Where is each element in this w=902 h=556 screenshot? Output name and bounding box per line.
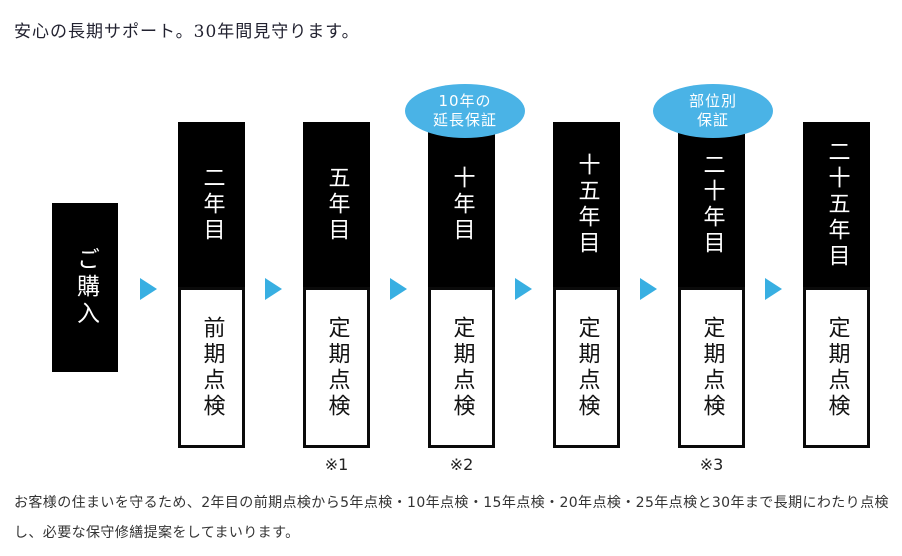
- badge-line: 保証: [696, 111, 729, 129]
- year-label: 二十年目: [699, 152, 725, 257]
- page-title: 安心の長期サポート。30年間見守ります。: [14, 22, 360, 42]
- arrow-right-icon: [515, 278, 532, 300]
- badge-line: 延長保証: [432, 111, 497, 129]
- check-label: 定期点検: [699, 315, 725, 420]
- timeline-start-box: ご購入: [52, 203, 118, 372]
- check-label: 定期点検: [574, 315, 600, 420]
- arrow-right-icon: [265, 278, 282, 300]
- check-box-10: 定期点検: [428, 287, 495, 448]
- parts-warranty-badge: 部位別 保証: [653, 84, 773, 138]
- footnote-mark-1: ※1: [324, 455, 349, 474]
- year-label: 二年目: [199, 165, 225, 244]
- check-box-2: 前期点検: [178, 287, 245, 448]
- year-label: 十五年目: [574, 152, 600, 257]
- check-label: 定期点検: [449, 315, 475, 420]
- check-box-25: 定期点検: [803, 287, 870, 448]
- extended-warranty-badge: 10年の 延長保証: [405, 84, 525, 138]
- footnote-mark-2: ※2: [449, 455, 474, 474]
- year-label: 五年目: [324, 165, 350, 244]
- check-box-20: 定期点検: [678, 287, 745, 448]
- check-box-15: 定期点検: [553, 287, 620, 448]
- check-label: 定期点検: [324, 315, 350, 420]
- year-box-5: 五年目: [303, 122, 370, 287]
- year-label: 十年目: [449, 165, 475, 244]
- year-box-20: 二十年目: [678, 122, 745, 287]
- badge-line: 部位別: [688, 91, 737, 110]
- footer-text: お客様の住まいを守るため、2年目の前期点検から5年点検・10年点検・15年点検・…: [14, 495, 889, 542]
- year-box-25: 二十五年目: [803, 122, 870, 287]
- check-label: 前期点検: [199, 315, 225, 420]
- check-box-5: 定期点検: [303, 287, 370, 448]
- year-box-15: 十五年目: [553, 122, 620, 287]
- year-box-10: 十年目: [428, 122, 495, 287]
- check-label: 定期点検: [824, 315, 850, 420]
- arrow-right-icon: [640, 278, 657, 300]
- year-label: 二十五年目: [824, 139, 850, 270]
- year-box-2: 二年目: [178, 122, 245, 287]
- footnote-mark-3: ※3: [699, 455, 724, 474]
- badge-line: 10年の: [438, 91, 492, 110]
- start-label: ご購入: [72, 247, 99, 328]
- arrow-right-icon: [765, 278, 782, 300]
- arrow-right-icon: [390, 278, 407, 300]
- arrow-right-icon: [140, 278, 157, 300]
